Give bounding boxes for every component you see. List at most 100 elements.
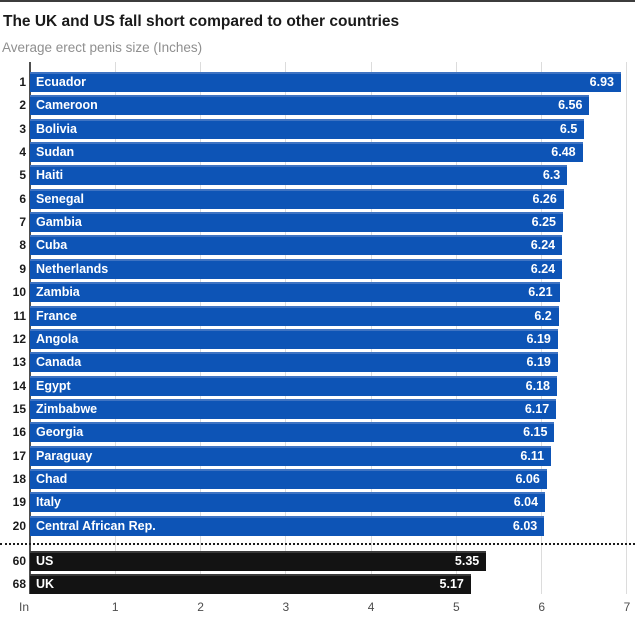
rank-label: 12	[12, 331, 26, 346]
rank-label: 5	[19, 168, 26, 183]
rank-label: 10	[12, 285, 26, 300]
country-label: France	[36, 308, 77, 323]
country-label: Ecuador	[36, 75, 87, 89]
country-bar: France 6.2	[30, 305, 559, 326]
rank-label: 14	[12, 378, 26, 393]
rank-label: 7	[19, 215, 26, 230]
rank-label: 20	[12, 518, 26, 533]
value-label: 6.26	[532, 191, 557, 206]
value-label: 6.19	[526, 355, 551, 370]
country-label: Cameroon	[36, 98, 98, 113]
country-bar: Gambia 6.25	[30, 212, 563, 233]
country-bar: Angola 6.19	[30, 328, 558, 349]
value-label: 6.5	[559, 121, 578, 136]
country-label: Zambia	[36, 285, 80, 300]
value-label: 6.3	[542, 168, 561, 183]
country-bar: Central African Rep. 6.03	[30, 515, 545, 536]
value-label: 6.17	[524, 401, 550, 416]
country-bar: Sudan 6.48	[30, 142, 583, 163]
country-bar: Netherlands 6.24	[30, 258, 563, 279]
country-label: Senegal	[36, 191, 84, 206]
rank-label: 13	[12, 355, 26, 370]
value-label: 6.25	[531, 215, 556, 230]
y-axis-line	[29, 62, 31, 594]
axis-tick-label: 5	[453, 600, 460, 614]
axis-tick-label: 1	[111, 600, 119, 614]
country-bar: Haiti 6.3	[30, 165, 568, 186]
rank-label: 4	[19, 145, 26, 160]
country-bar: Bolivia 6.5	[30, 118, 585, 139]
value-label: 6.19	[526, 331, 551, 346]
country-bar: UK 5.17	[30, 573, 471, 594]
rank-label: 19	[12, 495, 26, 510]
gridline	[285, 62, 287, 594]
rank-label: 9	[19, 261, 26, 276]
gridline	[541, 62, 543, 594]
value-label: 6.04	[513, 495, 539, 510]
gridline	[114, 62, 116, 594]
country-label: UK	[36, 576, 55, 591]
country-bar: Paraguay 6.11	[30, 445, 552, 466]
gridline	[455, 62, 457, 594]
country-label: Central African Rep.	[36, 518, 156, 533]
value-label: 5.35	[454, 553, 480, 568]
country-label: Cuba	[36, 238, 68, 253]
value-label: 6.21	[528, 285, 553, 300]
country-label: Haiti	[36, 168, 64, 183]
rank-label: 6	[19, 191, 26, 206]
rank-label: 15	[12, 401, 26, 416]
country-label: Egypt	[36, 378, 71, 393]
value-label: 6.2	[534, 308, 552, 323]
value-label: 6.06	[515, 471, 540, 486]
country-label: Paraguay	[36, 448, 93, 463]
dotted-separator	[0, 543, 635, 545]
country-label: Sudan	[36, 145, 75, 160]
rank-label: 17	[12, 448, 26, 463]
country-bar: Cuba 6.24	[30, 235, 563, 256]
country-label: Italy	[36, 495, 62, 510]
country-bar: Cameroon 6.56	[30, 95, 590, 116]
rank-label: 3	[19, 121, 26, 136]
value-label: 6.15	[523, 425, 548, 440]
value-label: 6.24	[530, 261, 556, 276]
chart-subtitle: Average erect penis size (Inches)	[2, 40, 203, 55]
value-label: 6.48	[551, 145, 576, 160]
country-bar: Ecuador 6.93	[30, 72, 621, 92]
country-label: Gambia	[36, 215, 82, 230]
country-bar: US 5.35	[30, 550, 487, 571]
value-label: 6.03	[512, 518, 538, 533]
country-label: Netherlands	[36, 261, 109, 276]
value-label: 6.93	[589, 75, 614, 89]
value-label: 6.18	[525, 378, 551, 393]
axis-tick-label: 6	[538, 600, 546, 614]
country-bar: Chad 6.06	[30, 468, 547, 489]
gridline	[200, 62, 202, 594]
country-label: US	[36, 553, 54, 568]
gridline	[626, 62, 628, 594]
rank-label: 2	[19, 98, 26, 113]
rank-label: 68	[12, 576, 26, 591]
country-label: Angola	[36, 331, 79, 346]
axis-tick-label: 7	[623, 600, 631, 614]
country-label: Chad	[36, 471, 68, 486]
axis-unit-label: In	[18, 600, 30, 614]
value-label: 5.17	[439, 576, 464, 591]
axis-tick-label: 3	[282, 600, 290, 614]
country-label: Georgia	[36, 425, 84, 440]
rank-label: 11	[13, 308, 26, 323]
country-bar: Canada 6.19	[30, 352, 558, 373]
rank-label: 16	[12, 425, 26, 440]
value-label: 6.11	[520, 448, 545, 463]
country-bar: Italy 6.04	[30, 492, 546, 513]
chart-title: The UK and US fall short compared to oth…	[3, 13, 400, 30]
plot-area: 1 Ecuador 6.93 2 Cameroon 6.56 3 Bolivia 6.5 4 Sud…	[0, 62, 635, 622]
country-label: Zimbabwe	[36, 401, 98, 416]
gridline	[370, 62, 372, 594]
rank-label: 1	[19, 75, 26, 89]
country-label: Canada	[36, 355, 82, 370]
value-label: 6.56	[558, 98, 583, 113]
country-bar: Zimbabwe 6.17	[30, 398, 557, 419]
rank-label: 18	[12, 471, 26, 486]
country-bar: Senegal 6.26	[30, 188, 564, 209]
